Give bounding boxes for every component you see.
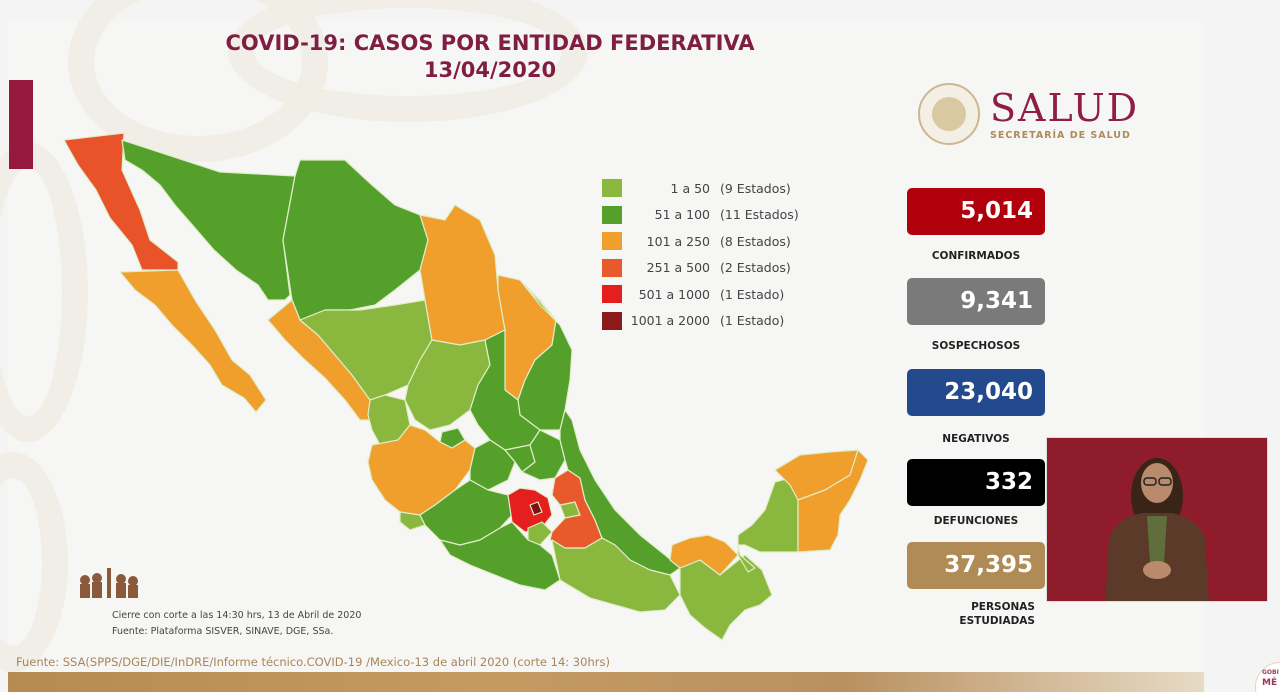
legend-count: (1 Estado) [720, 286, 785, 302]
page-title: COVID-19: CASOS POR ENTIDAD FEDERATIVA 1… [180, 30, 800, 84]
state-estado-de-mexico [507, 487, 553, 533]
legend-item: 501 a 1000 (1 Estado) [602, 281, 799, 308]
state-campeche [737, 477, 799, 573]
confirmados-value: 5,014 [907, 188, 1045, 235]
state-oaxaca [551, 537, 681, 613]
map-legend: 1 a 50 (9 Estados) 51 a 100 (11 Estados)… [602, 175, 799, 334]
legend-range: 101 a 250 [646, 233, 710, 249]
legend-item: 251 a 500 (2 Estados) [602, 255, 799, 282]
state-chiapas [679, 554, 773, 641]
sospechosos-value: 9,341 [907, 278, 1045, 325]
title-date: 13/04/2020 [423, 58, 557, 82]
estudiadas-label-line1: PERSONAS [971, 601, 1035, 613]
legend-count: (8 Estados) [720, 233, 791, 249]
interpreter-figure-icon [1105, 458, 1209, 601]
footer-band [8, 672, 1204, 692]
footer-source: Fuente: SSA(SPPS/DGE/DIE/InDRE/Informe t… [16, 655, 610, 669]
legend-count: (1 Estado) [720, 313, 785, 329]
state-coahuila [419, 204, 506, 346]
estudiadas-label: PERSONAS ESTUDIADAS [907, 600, 1035, 628]
state-guanajuato [469, 439, 516, 491]
logo-name: SALUD [990, 85, 1140, 130]
legend-range: 1 a 50 [670, 180, 710, 196]
legend-range: 51 a 100 [654, 207, 710, 223]
legend-range: 251 a 500 [646, 260, 710, 276]
defunciones-value: 332 [907, 459, 1045, 506]
state-baja-california-sur [119, 269, 267, 413]
legend-swatch [602, 258, 622, 277]
platform-source-note: Fuente: Plataforma SISVER, SINAVE, DGE, … [112, 626, 334, 637]
gob-line-2: MÉ [1262, 678, 1278, 688]
legend-swatch [602, 205, 622, 224]
mexico-choropleth-map [63, 132, 869, 641]
title-line-1: COVID-19: CASOS POR ENTIDAD FEDERATIVA [225, 31, 755, 55]
sospechosos-label: SOSPECHOSOS [931, 340, 1021, 352]
legend-count: (9 Estados) [720, 180, 791, 196]
legend-item: 51 a 100 (11 Estados) [602, 202, 799, 229]
legend-swatch [602, 285, 622, 304]
legend-range: 501 a 1000 [638, 286, 710, 302]
gob-line-1: GOBI [1262, 669, 1279, 676]
negativos-label: NEGATIVOS [942, 433, 1010, 445]
state-colima [399, 511, 426, 531]
gobierno-de-mexico-text: GOBI MÉ [1262, 668, 1279, 688]
estudiadas-label-line2: ESTUDIADAS [959, 615, 1035, 627]
estudiadas-value: 37,395 [907, 542, 1045, 589]
state-ciudad-de-mexico [529, 501, 543, 516]
accent-bar [9, 80, 33, 169]
state-morelos [527, 521, 553, 546]
defunciones-label: DEFUNCIONES [933, 515, 1019, 527]
cutoff-note: Cierre con corte a las 14:30 hrs, 13 de … [112, 610, 362, 621]
legend-item: 1 a 50 (9 Estados) [602, 175, 799, 202]
heroes-illustration-icon [80, 568, 138, 598]
negativos-value: 23,040 [907, 369, 1045, 416]
sign-language-interpreter-video [1046, 437, 1268, 602]
legend-count: (2 Estados) [720, 260, 791, 276]
legend-item: 101 a 250 (8 Estados) [602, 228, 799, 255]
legend-item: 1001 a 2000 (1 Estado) [602, 308, 799, 335]
state-guerrero [439, 521, 561, 591]
salud-logo: SALUD SECRETARÍA DE SALUD [918, 83, 1139, 145]
state-quintana-roo [797, 449, 869, 553]
state-chihuahua [282, 159, 429, 321]
legend-swatch [602, 232, 622, 251]
confirmados-label: CONFIRMADOS [931, 250, 1021, 262]
legend-range: 1001 a 2000 [630, 313, 710, 329]
mexico-coat-of-arms-icon [918, 83, 980, 145]
logo-subtitle: SECRETARÍA DE SALUD [990, 129, 1131, 141]
legend-count: (11 Estados) [720, 207, 799, 223]
legend-swatch [602, 179, 622, 198]
state-tabasco [669, 534, 739, 576]
legend-swatch [602, 311, 622, 330]
